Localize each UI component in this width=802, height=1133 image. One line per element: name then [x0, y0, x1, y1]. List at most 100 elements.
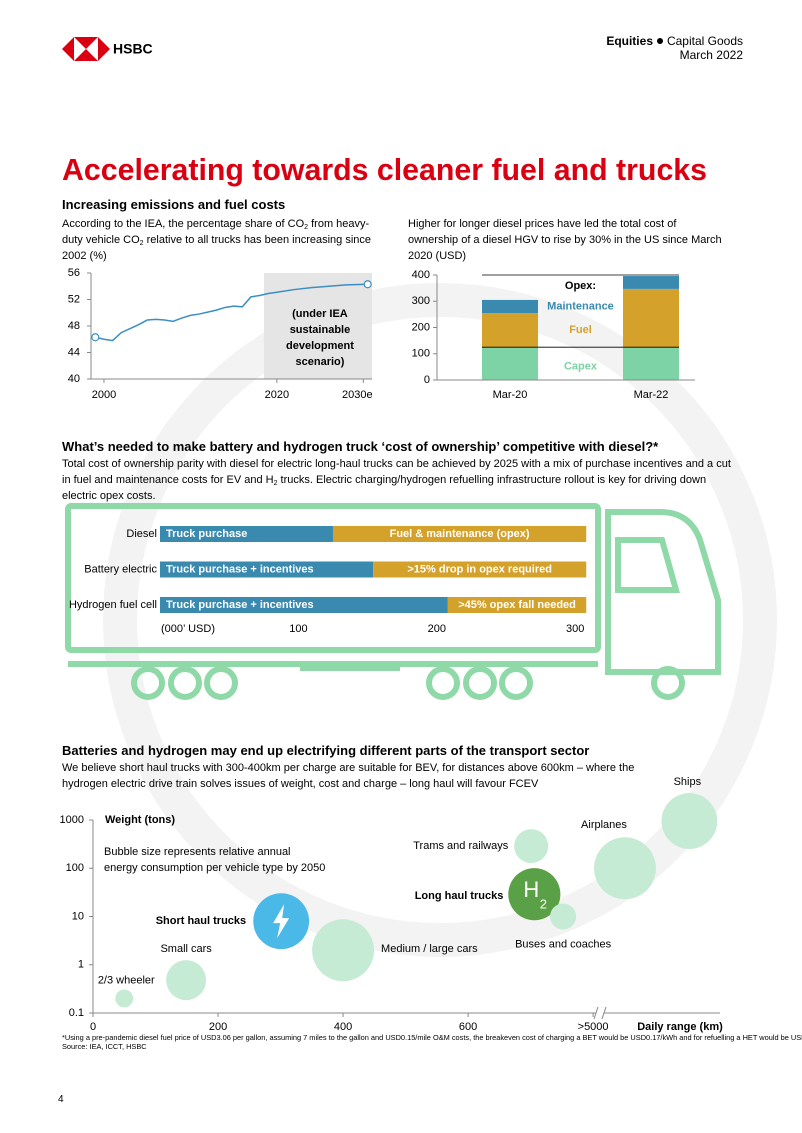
text-run: According to the IEA, the percentage sha… — [62, 218, 305, 230]
division: Equities — [606, 34, 653, 48]
y-tick-label: 1000 — [60, 814, 84, 826]
bar-segment — [160, 597, 448, 613]
date: March 2022 — [680, 48, 744, 62]
end-marker — [363, 280, 372, 289]
section-heading: What’s needed to make battery and hydrog… — [62, 439, 659, 454]
data-line — [95, 283, 368, 342]
page-title: Accelerating towards cleaner fuel and tr… — [62, 152, 707, 187]
x-tick-label: 600 — [459, 1021, 477, 1033]
bar-segment — [623, 347, 679, 380]
shade-label: (under IEA — [292, 308, 348, 320]
bubble-label: 2/3 wheeler — [98, 974, 155, 986]
series-label: Fuel — [569, 324, 592, 336]
y-tick-label: 300 — [412, 295, 430, 307]
y-tick-label: 100 — [66, 862, 84, 874]
section-heading: Batteries and hydrogen may end up electr… — [62, 743, 590, 758]
chart-subtitle: Higher for longer diesel prices have led… — [408, 218, 722, 262]
series-label: Maintenance — [547, 300, 614, 312]
bar-segment — [332, 526, 587, 542]
bar-segment — [482, 347, 538, 380]
category-label: Battery electric — [84, 563, 157, 575]
bar-segment — [447, 597, 587, 613]
opex-label: Opex: — [565, 280, 596, 292]
bullet — [657, 38, 663, 44]
text-run: from heavy-duty vehicle CO — [62, 218, 370, 246]
bar-segment — [373, 561, 587, 578]
x-tick-label: 2000 — [92, 389, 116, 401]
bar-segment — [160, 561, 374, 578]
bubble — [508, 868, 561, 921]
section-heading: Increasing emissions and fuel costs — [62, 197, 286, 212]
x-tick-label: 2030e — [342, 389, 373, 401]
x-tick-label: Mar-22 — [634, 389, 669, 401]
shade-label: development — [286, 340, 354, 352]
x-tick-label: >5000 — [578, 1021, 609, 1033]
segment-label: Truck purchase + incentives — [166, 563, 314, 575]
bubble-label: Long haul trucks — [415, 890, 504, 902]
bubble-label: Medium / large cars — [381, 943, 478, 955]
page-number: 4 — [58, 1094, 64, 1105]
chart-subtitle: According to the IEA, the percentage sha… — [62, 216, 374, 264]
segment-label: Truck purchase — [166, 528, 247, 540]
projection-shade — [263, 273, 372, 379]
source: Source: IEA, ICCT, HSBC — [62, 1042, 147, 1051]
y-axis-label: Weight (tons) — [105, 814, 175, 826]
shade-label: sustainable — [290, 324, 351, 336]
text-run: Total cost of ownership parity with dies… — [62, 458, 731, 486]
icon-text: H — [523, 877, 539, 902]
hsbc-logo — [62, 37, 110, 61]
bubble — [312, 919, 375, 982]
segment-label: >45% opex fall needed — [458, 599, 576, 611]
bubble-label: Trams and railways — [413, 840, 508, 852]
x-axis-label: Daily range (km) — [637, 1021, 723, 1033]
segment-label: >15% drop in opex required — [407, 563, 552, 575]
x-tick-label: 400 — [334, 1021, 352, 1033]
y-tick-label: 200 — [412, 321, 430, 333]
bubble-label: Buses and coaches — [515, 938, 612, 950]
lightning-icon — [273, 904, 290, 939]
subscript: 2 — [139, 240, 144, 247]
y-tick-label: 10 — [72, 910, 84, 922]
segment-label: Truck purchase + incentives — [166, 599, 314, 611]
bar-segment — [623, 288, 679, 348]
y-tick-label: 100 — [412, 348, 430, 360]
bubble — [115, 989, 134, 1008]
bubble-note: Bubble size represents relative annual e… — [104, 846, 326, 874]
y-tick-label: 0.1 — [69, 1007, 84, 1019]
bubble — [594, 837, 656, 900]
bubble-label: Short haul trucks — [156, 915, 246, 927]
y-tick-label: 56 — [68, 267, 80, 279]
icon-text: 2 — [540, 897, 547, 912]
bubble-label: Ships — [674, 776, 702, 788]
bubble — [514, 829, 549, 864]
category-label: Diesel — [126, 528, 157, 540]
x-tick-label: 300 — [566, 623, 584, 635]
sector: Capital Goods — [667, 34, 743, 48]
y-tick-label: 48 — [68, 320, 80, 332]
x-tick-label: 0 — [90, 1021, 96, 1033]
x-tick-label: 2020 — [265, 389, 289, 401]
y-tick-label: 0 — [424, 374, 430, 386]
x-tick-label: 200 — [209, 1021, 227, 1033]
footnote: *Using a pre-pandemic diesel fuel price … — [62, 1033, 802, 1042]
x-tick-label: 200 — [428, 623, 446, 635]
section-text: Total cost of ownership parity with dies… — [62, 456, 734, 504]
x-axis-label: (000’ USD) — [161, 623, 215, 635]
axis-break — [593, 1006, 607, 1020]
text-run: relative to all trucks has been increasi… — [62, 234, 372, 262]
y-tick-label: 400 — [412, 269, 430, 281]
end-marker — [91, 333, 100, 342]
y-tick-label: 40 — [68, 373, 80, 385]
subscript: 2 — [273, 480, 278, 487]
y-tick-label: 44 — [68, 346, 80, 358]
bar-segment — [160, 526, 333, 542]
category-label: Hydrogen fuel cell — [69, 599, 157, 611]
series-label: Capex — [564, 361, 598, 373]
bubble-label: Small cars — [160, 943, 212, 955]
x-tick-label: 100 — [289, 623, 307, 635]
bar-segment — [482, 299, 538, 314]
y-tick-label: 1 — [78, 959, 84, 971]
shade-label: scenario) — [296, 356, 345, 368]
bar-segment — [623, 276, 679, 289]
